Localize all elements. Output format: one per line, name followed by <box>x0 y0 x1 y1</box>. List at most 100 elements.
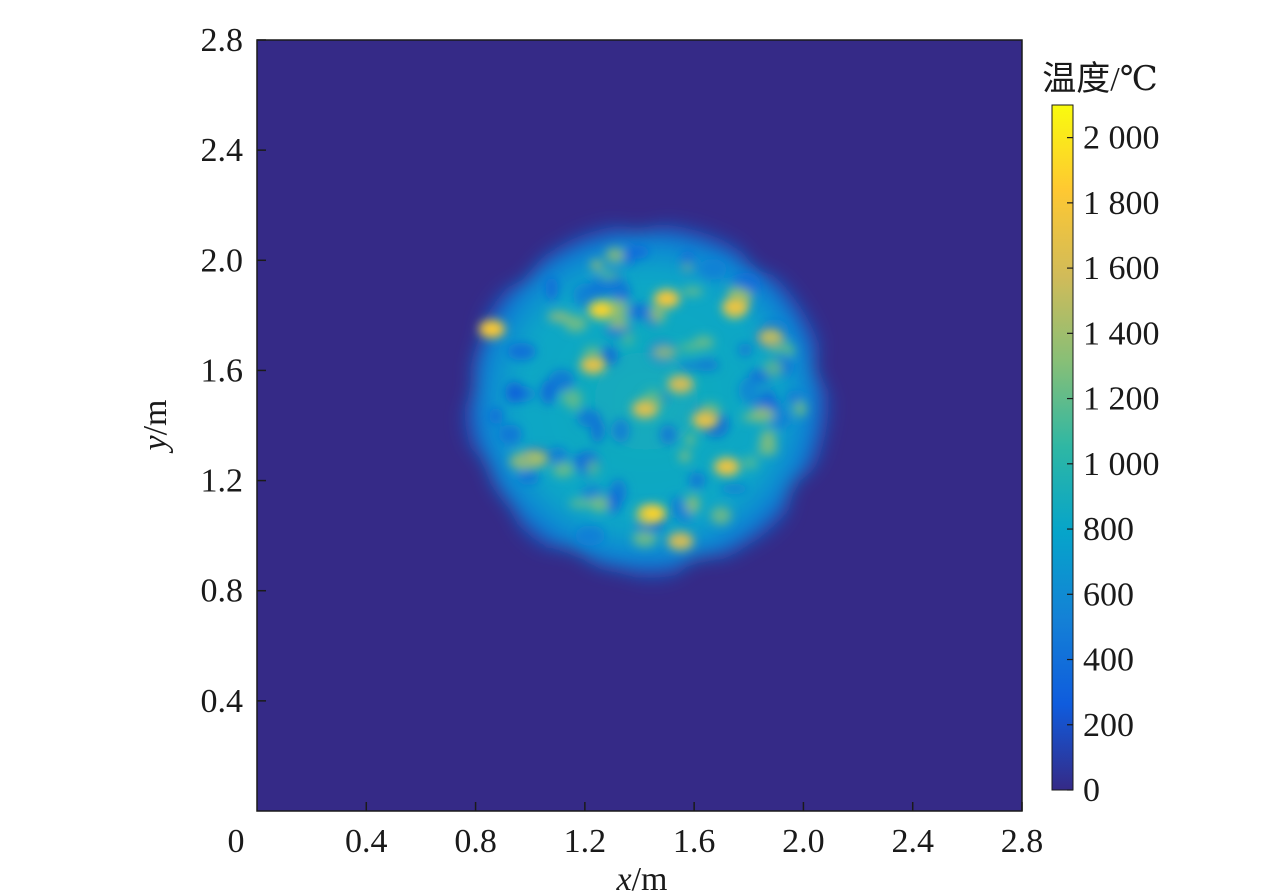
cool-pocket <box>695 359 720 372</box>
x-tick-label: 0.8 <box>454 823 497 860</box>
colorbar-tick-label: 0 <box>1083 772 1100 809</box>
x-tick-label: 2.8 <box>1001 823 1044 860</box>
cool-pocket <box>505 381 524 404</box>
cool-pocket <box>626 303 652 321</box>
y-axis: 0.4 0.8 1.2 1.6 2.0 2.4 2.8 <box>201 22 266 720</box>
colorbar-tick-label: 200 <box>1083 707 1134 744</box>
cool-pocket <box>688 472 706 489</box>
cool-pocket <box>507 342 537 361</box>
warm-patch <box>685 494 700 514</box>
colorbar-tick-label: 1 200 <box>1083 381 1160 418</box>
cool-pocket <box>575 525 606 546</box>
warm-patch <box>564 315 588 332</box>
cool-pocket <box>720 483 749 495</box>
x-axis-label: x/m <box>616 861 668 894</box>
cool-pocket <box>540 380 556 405</box>
warm-patch <box>751 406 775 423</box>
warm-patch <box>590 259 604 271</box>
warm-patch <box>608 299 629 320</box>
y-tick-label: 2.4 <box>201 132 244 169</box>
heat-layer <box>458 218 834 583</box>
hotspot <box>722 298 749 317</box>
warm-patch <box>652 345 677 360</box>
hotspot <box>757 328 784 347</box>
cool-pocket <box>698 259 727 280</box>
hotspot <box>713 457 740 476</box>
hotspot <box>640 504 667 523</box>
plot-area <box>256 39 1023 812</box>
warm-patch <box>681 286 704 297</box>
warm-patch <box>551 463 574 478</box>
hotspot <box>479 320 505 339</box>
cool-pocket <box>547 446 569 466</box>
cool-pocket <box>489 407 503 425</box>
colorbar-title: 温度/℃ <box>1042 60 1157 98</box>
y-tick-label: 2.8 <box>201 22 244 59</box>
warm-patch <box>710 506 732 525</box>
colorbar-tick-label: 600 <box>1083 576 1134 613</box>
cool-pocket <box>580 485 604 500</box>
y-tick-label: 2.0 <box>201 242 244 279</box>
colorbar-tick-label: 1 600 <box>1083 250 1160 287</box>
warm-patch <box>763 359 784 377</box>
colorbar-tick-label: 1 000 <box>1083 446 1160 483</box>
warm-patch <box>681 261 693 273</box>
colorbar-tick-label: 1 400 <box>1083 315 1160 352</box>
warm-patch <box>649 304 666 324</box>
cool-pocket <box>678 361 700 372</box>
colorbar: 温度/℃ 0 200 400 600 800 1 000 1 200 1 400 1 600 1 … <box>1042 60 1159 809</box>
origin-tick-label: 0 <box>228 823 245 860</box>
cool-pocket <box>738 377 760 404</box>
hotspot <box>588 300 615 319</box>
colorbar-ticks: 0 200 400 600 800 1 000 1 200 1 400 1 600 1 800 2 … <box>1067 120 1160 809</box>
cool-pocket <box>611 418 630 443</box>
warm-patch <box>590 496 610 512</box>
cool-pocket <box>605 492 622 514</box>
warm-patch <box>632 530 657 547</box>
y-tick-label: 1.2 <box>201 463 244 500</box>
colorbar-tick-label: 800 <box>1083 511 1134 548</box>
hotspot <box>632 400 658 418</box>
warm-patch <box>586 459 600 476</box>
cool-pocket <box>548 369 575 392</box>
warm-patch <box>583 346 603 358</box>
hotspot <box>667 532 694 551</box>
warm-patch <box>569 498 594 508</box>
y-tick-label: 0.4 <box>201 683 244 720</box>
x-tick-label: 0.4 <box>345 823 388 860</box>
cool-pocket <box>498 424 522 445</box>
y-tick-label: 1.6 <box>201 352 244 389</box>
hotspot <box>522 449 549 468</box>
hotspot <box>653 289 680 308</box>
cool-pocket <box>576 408 601 428</box>
x-tick-label: 1.6 <box>673 823 716 860</box>
colorbar-tick-label: 2 000 <box>1083 120 1160 157</box>
plot-frame <box>256 39 1023 812</box>
warm-patch <box>742 456 759 470</box>
cool-pocket <box>545 276 558 302</box>
warm-patch <box>621 330 634 347</box>
cool-pocket <box>610 279 631 304</box>
colorbar-tick-label: 400 <box>1083 642 1134 679</box>
cool-pocket <box>738 343 753 357</box>
hotspot <box>692 411 719 429</box>
warm-patch <box>678 450 691 463</box>
warm-patch <box>757 442 778 456</box>
hotspot <box>667 375 694 394</box>
x-tick-label: 2.4 <box>891 823 934 860</box>
warm-patch <box>561 389 583 407</box>
warm-patch <box>678 342 701 352</box>
warm-patch <box>599 270 619 280</box>
warm-patch <box>684 432 696 447</box>
y-tick-label: 0.8 <box>201 573 244 610</box>
y-axis-label: y/m <box>137 400 174 454</box>
warm-patch <box>605 247 625 263</box>
cool-pocket <box>517 469 540 486</box>
hotspot-layer <box>479 289 784 551</box>
x-tick-label: 1.2 <box>564 823 607 860</box>
cool-pocket <box>659 424 677 445</box>
warm-patch <box>793 400 807 417</box>
cool-pocket <box>573 283 599 308</box>
